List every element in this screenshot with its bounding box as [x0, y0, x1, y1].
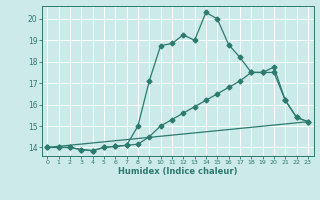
- X-axis label: Humidex (Indice chaleur): Humidex (Indice chaleur): [118, 167, 237, 176]
